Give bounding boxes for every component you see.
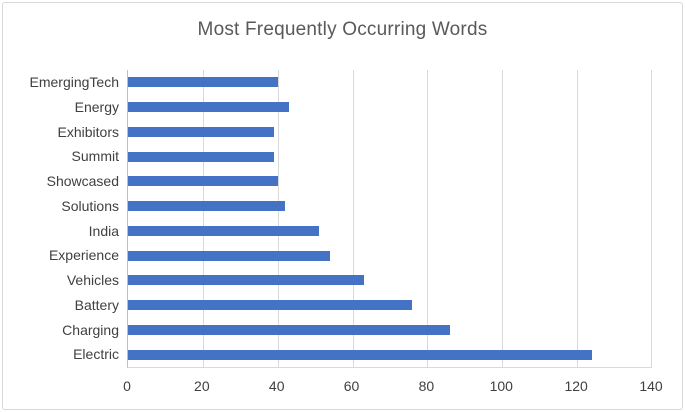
bar xyxy=(128,176,278,187)
plot-area xyxy=(127,70,652,368)
bar xyxy=(128,225,319,236)
bar-row xyxy=(128,243,652,268)
bar xyxy=(128,300,413,311)
bar xyxy=(128,275,364,286)
category-label: Experience xyxy=(48,247,119,264)
x-tick-label: 0 xyxy=(123,378,131,394)
category-label: India xyxy=(88,222,119,239)
gridline xyxy=(353,70,354,367)
category-label: Electric xyxy=(73,346,119,363)
category-label: Showcased xyxy=(46,173,119,189)
category-label: EmergingTech xyxy=(29,74,120,90)
bar-row xyxy=(128,144,652,169)
bar-row xyxy=(128,318,652,343)
bar xyxy=(128,250,331,261)
bar-row xyxy=(128,70,652,95)
x-tick-label: 80 xyxy=(418,378,435,394)
category-label: Vehicles xyxy=(66,272,119,288)
category-label: Exhibitors xyxy=(57,123,119,140)
bar xyxy=(128,201,286,212)
bar-row xyxy=(128,194,652,219)
x-axis-tick-labels: 0 20 40 60 80 100 120 140 xyxy=(0,378,685,398)
x-tick-label: 140 xyxy=(639,378,663,394)
bar xyxy=(128,151,274,162)
gridline xyxy=(577,70,578,367)
x-tick-label: 100 xyxy=(489,378,513,394)
category-label: Summit xyxy=(71,148,119,165)
bar xyxy=(128,102,289,113)
bar-row xyxy=(128,169,652,194)
gridline xyxy=(651,70,652,367)
bar xyxy=(128,324,450,335)
x-tick-label: 120 xyxy=(564,378,588,394)
bar xyxy=(128,349,593,360)
x-tick-label: 40 xyxy=(268,378,285,394)
chart-title: Most Frequently Occurring Words xyxy=(197,19,488,40)
category-label: Energy xyxy=(74,98,119,115)
x-tick-label: 20 xyxy=(194,378,210,394)
gridline xyxy=(502,70,503,367)
bar xyxy=(128,77,278,88)
bar-row xyxy=(128,293,652,318)
x-tick-label: 60 xyxy=(343,378,360,394)
y-axis-category-labels: EmergingTech Energy Exhibitors Summit Showca… xyxy=(0,70,120,367)
gridline xyxy=(427,70,428,367)
category-label: Solutions xyxy=(61,197,119,214)
bar-row xyxy=(128,95,652,120)
bar-row xyxy=(128,219,652,244)
category-label: Charging xyxy=(62,321,119,338)
bar-row xyxy=(128,342,652,367)
category-label: Battery xyxy=(74,296,119,313)
bar-row xyxy=(128,120,652,145)
gridline xyxy=(278,70,279,367)
gridline xyxy=(203,70,204,367)
bar-row xyxy=(128,268,652,293)
bar xyxy=(128,126,274,137)
